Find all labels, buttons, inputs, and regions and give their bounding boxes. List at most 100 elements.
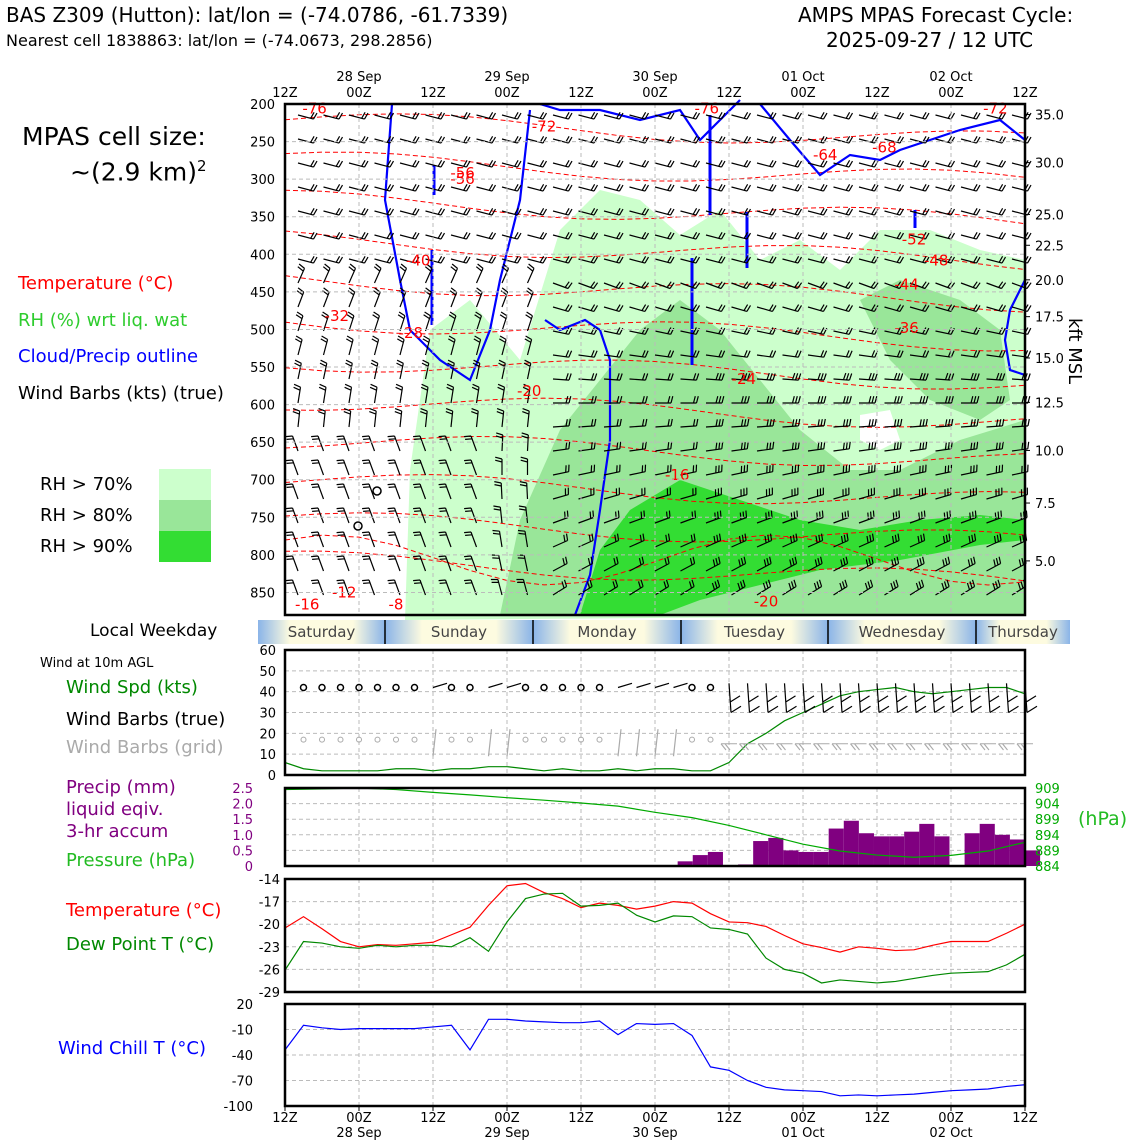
wind-barb <box>348 208 369 216</box>
wind-barb <box>884 487 901 500</box>
wind-barb <box>807 160 828 168</box>
cell-size-value: ~(2.9 km)2 <box>70 157 207 186</box>
grid-calm <box>596 736 603 743</box>
wind-barb <box>680 232 701 240</box>
legend-temperature: Temperature (°C) <box>18 273 174 294</box>
wind10-barb <box>820 683 834 714</box>
rh-80-swatch <box>159 500 211 531</box>
wind-barb <box>311 555 325 572</box>
wind-barb <box>319 359 328 380</box>
wind-barb <box>311 435 325 452</box>
cloud-outline <box>759 103 1026 177</box>
wind-barb <box>935 112 956 120</box>
wind-barb <box>858 372 878 381</box>
wind-barb <box>293 383 302 404</box>
wind-barb <box>807 556 823 572</box>
wind-barb <box>292 408 301 428</box>
wind-barb <box>285 507 299 524</box>
wind-barb <box>603 208 624 216</box>
wind-barb <box>629 112 650 120</box>
bottom-time-hour: 12Z <box>272 1111 298 1126</box>
wind-barb <box>960 533 977 548</box>
wind-barb <box>297 136 318 144</box>
pressure-tick-label: 650 <box>250 436 275 451</box>
wind-barb <box>960 418 979 428</box>
top-time-hour: 00Z <box>494 86 520 101</box>
precip-bar <box>813 851 829 866</box>
wind-barb <box>731 160 752 168</box>
wind-barb <box>986 281 1007 290</box>
wind-barb <box>680 112 701 120</box>
wind-barb <box>680 579 695 596</box>
wind10-calm <box>355 683 363 692</box>
wind-barb <box>475 263 484 284</box>
wind-barb <box>680 281 701 290</box>
pressure-tick-label: 450 <box>250 286 275 301</box>
top-time-date: 29 Sep <box>484 70 529 85</box>
wind-barb <box>578 112 599 120</box>
top-time-date: 30 Sep <box>632 70 677 85</box>
top-time-date: 01 Oct <box>781 70 824 85</box>
wind-barb <box>521 432 529 452</box>
pressure-label: Pressure (hPa) <box>66 850 196 871</box>
wind-barb <box>603 184 624 192</box>
wind-barb <box>420 383 429 404</box>
wind10-barb <box>765 683 779 714</box>
wind-barb <box>348 112 369 120</box>
wind-barb <box>960 281 981 290</box>
wind-barb <box>348 160 369 168</box>
grid-calm <box>522 736 529 743</box>
wind-barb <box>498 359 506 380</box>
wind-barb <box>399 184 420 192</box>
pressure-tick-label: 600 <box>250 399 275 414</box>
wind10-title: Wind at 10m AGL <box>40 656 154 671</box>
legend-cloud: Cloud/Precip outline <box>18 346 199 367</box>
wind-barb <box>731 232 752 240</box>
wind-barb <box>323 208 344 216</box>
wind-barb <box>346 335 354 356</box>
grid-calm <box>541 736 547 743</box>
wind-barb <box>909 256 930 264</box>
wind-barb <box>909 533 926 548</box>
wind-barb <box>522 408 530 428</box>
wind-barb <box>935 136 956 144</box>
grid-barb <box>617 729 622 757</box>
grid-barb <box>813 743 830 751</box>
wind-barb <box>654 112 675 120</box>
station-title: BAS Z309 (Hutton): lat/lon = (-74.0786, … <box>6 3 509 27</box>
wind-barb <box>499 335 507 356</box>
wind-barb <box>285 483 299 500</box>
top-time-hour: 12Z <box>716 86 742 101</box>
wind-barbs-grid-label: Wind Barbs (grid) <box>66 737 224 758</box>
wind-barb <box>909 464 927 476</box>
wind-barb <box>629 256 650 264</box>
wind-barb <box>500 287 509 308</box>
wind-barb <box>986 350 1006 358</box>
wind10-barb <box>987 683 1001 714</box>
precip-bar <box>994 834 1010 866</box>
wind-barb <box>986 510 1003 524</box>
grid-calm <box>707 736 714 743</box>
wind-barb <box>756 281 777 290</box>
precip-panel-frame <box>283 786 1027 868</box>
grid-barb <box>654 729 659 757</box>
wind-barb <box>399 208 420 216</box>
wind-barb <box>782 256 803 264</box>
wind10-calm <box>706 683 715 692</box>
wind-barb <box>807 136 828 144</box>
wind-barb <box>475 287 483 308</box>
wind-barb <box>476 136 497 144</box>
wind10-calm <box>595 683 604 692</box>
wind-barb <box>705 487 722 500</box>
pressure-tick-label: 500 <box>250 323 275 338</box>
wind-barb <box>782 372 802 381</box>
wind-barb <box>986 112 1007 120</box>
wind-barb <box>499 311 508 332</box>
wind-barb <box>552 304 573 312</box>
wind10-calm <box>558 683 567 692</box>
top-time-hour: 12Z <box>420 86 446 101</box>
grid-calm <box>356 736 362 743</box>
temperature-contour-label: -16 <box>665 466 690 484</box>
wind-barb <box>603 256 624 264</box>
wind-barb <box>731 350 751 358</box>
